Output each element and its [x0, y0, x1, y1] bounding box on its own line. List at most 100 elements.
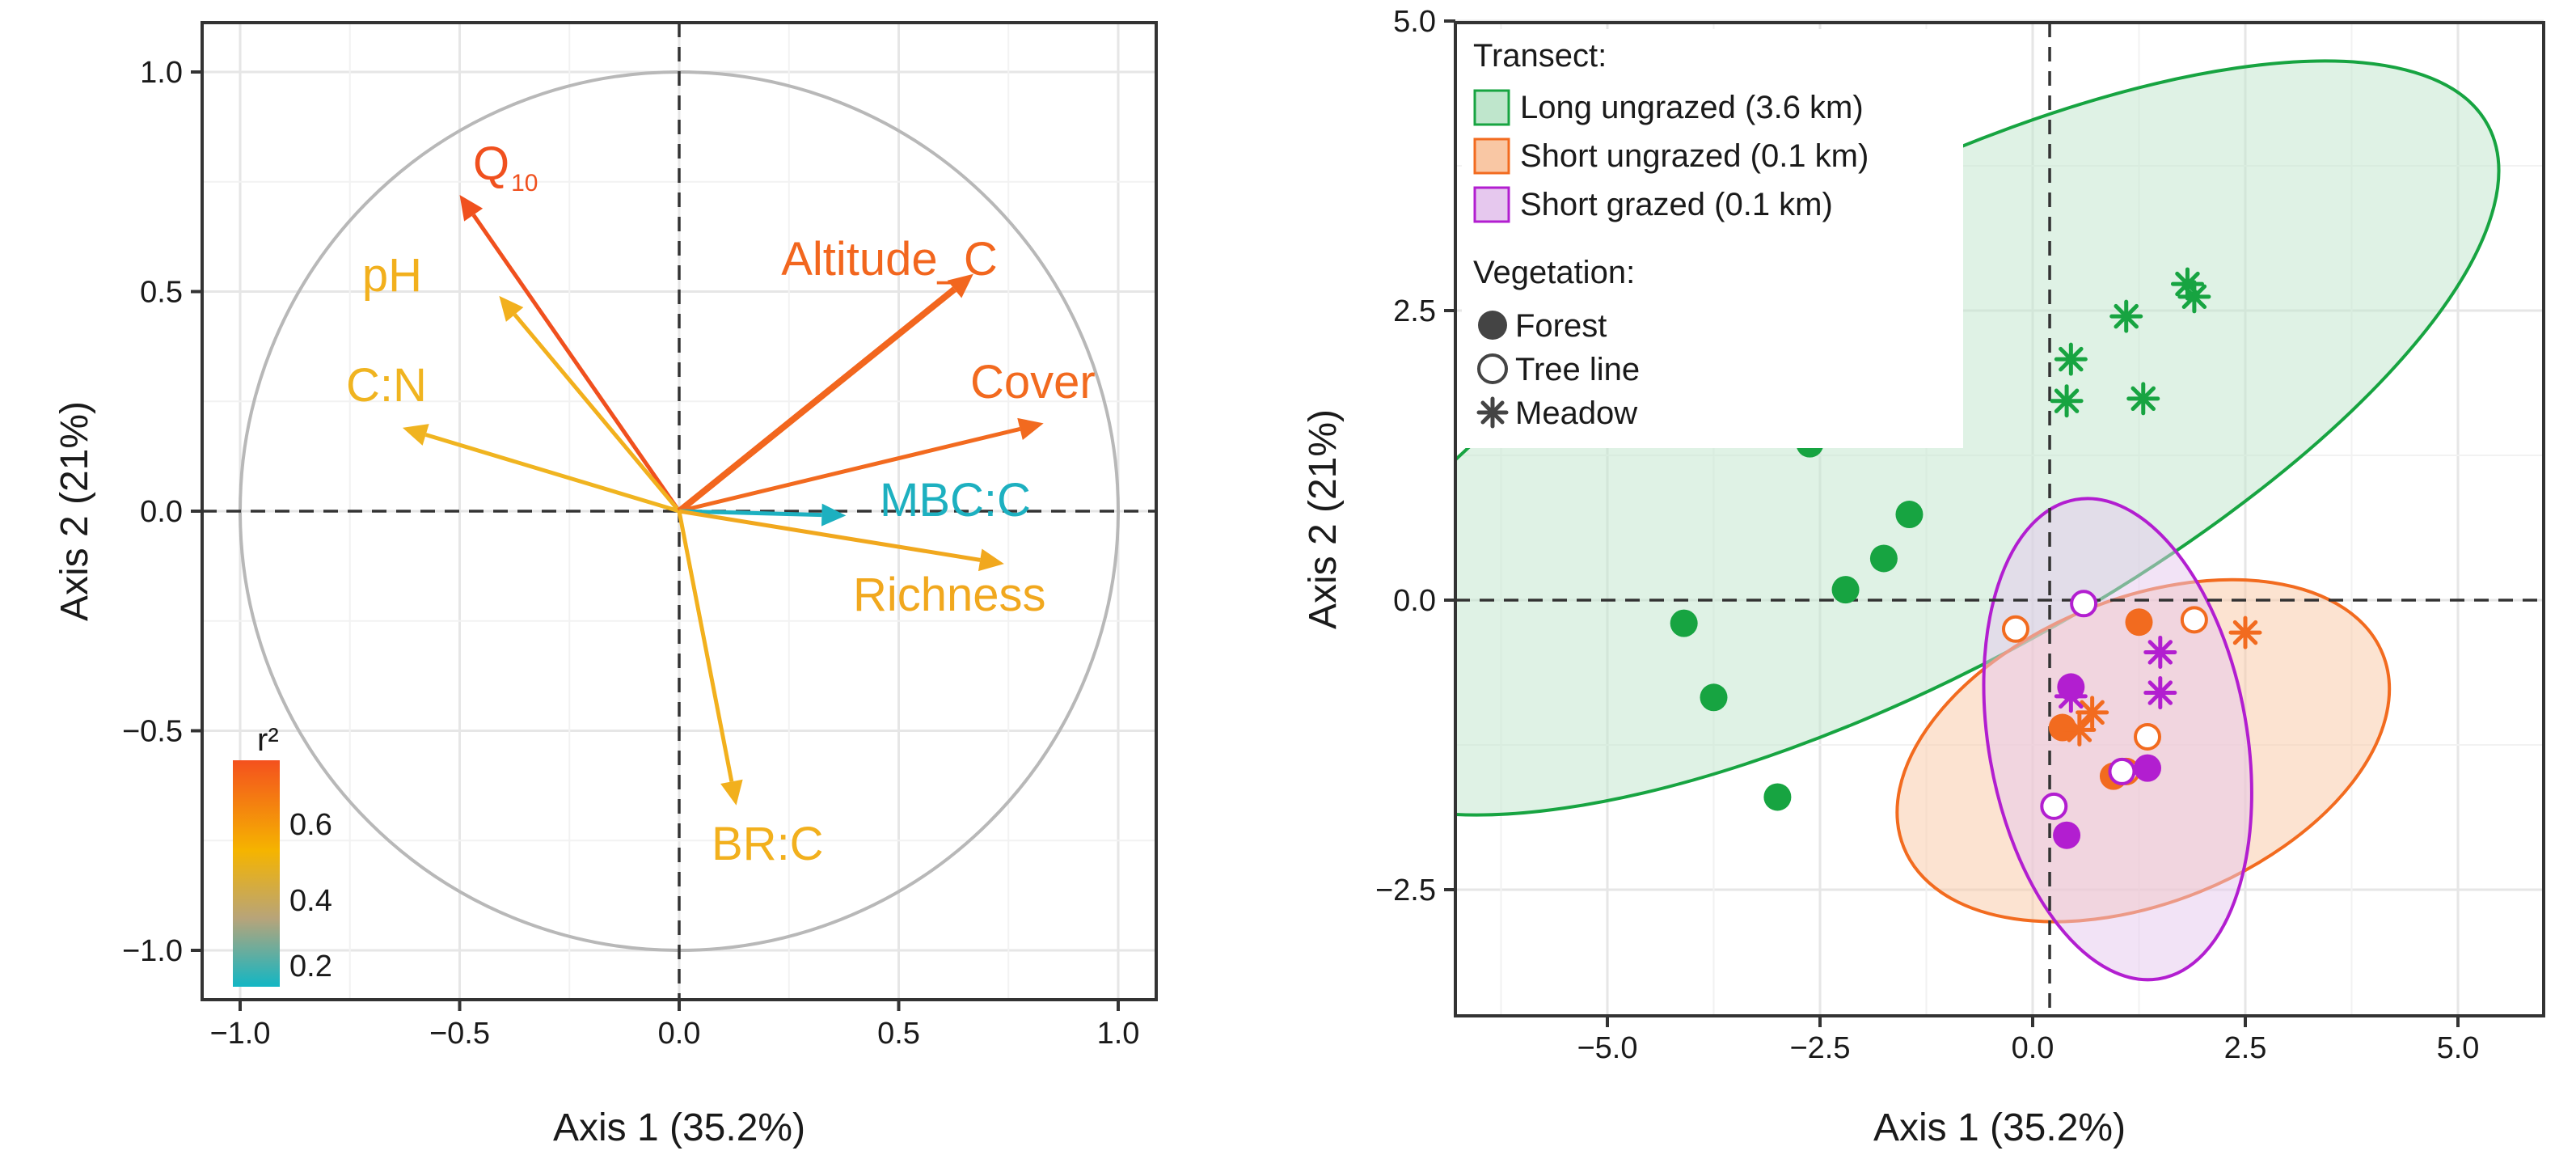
vector-br-c: BR:C — [677, 510, 824, 870]
vector-arrowhead — [821, 503, 847, 527]
vector-shaft — [513, 313, 681, 513]
point-meadow — [2228, 615, 2262, 649]
legend-vegetation-forest: Forest — [1478, 308, 1607, 344]
point-tree-line — [2134, 722, 2162, 751]
asterisk-glyph — [1476, 396, 1509, 429]
asterisk-stroke — [2114, 303, 2139, 329]
x-tick-label: −5.0 — [1577, 1031, 1637, 1065]
point-meadow — [2063, 713, 2097, 747]
vector-shaft — [678, 426, 1021, 514]
legend-label: Short ungrazed (0.1 km) — [1520, 138, 1869, 174]
colorbar-label-0: 0.6 — [289, 808, 332, 842]
colorbar-title: r² — [257, 722, 279, 758]
y-tick-label: 0.5 — [140, 276, 183, 310]
asterisk-stroke — [2059, 683, 2084, 709]
asterisk-stroke — [2054, 388, 2080, 413]
vector-shaft — [678, 509, 822, 518]
vector-arrowhead — [978, 548, 1004, 572]
colorbar-gradient — [233, 760, 280, 987]
point-forest — [1895, 501, 1924, 529]
vector-label: pH — [362, 249, 422, 302]
point-forest — [1670, 609, 1698, 637]
x-tick-label: −1.0 — [209, 1017, 270, 1051]
x-tick-label: −0.5 — [429, 1017, 490, 1051]
legend-transect-title: Transect: — [1473, 38, 1607, 74]
vector-label: C:N — [346, 359, 427, 412]
left-x-axis-label: Axis 1 (35.2%) — [553, 1106, 805, 1149]
legend-transect-short-grazed: Short grazed (0.1 km) — [1473, 186, 1833, 223]
asterisk-stroke — [1480, 400, 1505, 425]
asterisk-stroke — [2175, 271, 2200, 297]
x-tick-label: 0.0 — [2012, 1031, 2054, 1065]
open-circle-icon — [1477, 353, 1508, 384]
legend-swatch — [1473, 137, 1510, 175]
r2-colorbar: r² 0.6 0.4 0.2 — [233, 722, 332, 987]
vector-arrowhead — [947, 273, 973, 298]
vector-c-n: C:N — [346, 359, 680, 514]
legend-transect-short-ungrazed: Short ungrazed (0.1 km) — [1473, 137, 1869, 175]
left-axis-ticks: −1.0 −0.5 0.0 0.5 1.0 1.0 0.5 0.0 −0.5 −1.0 — [122, 56, 1139, 1051]
vector-arrowhead — [1017, 417, 1044, 441]
vector-altitude-c: Altitude_C — [677, 233, 998, 514]
asterisk-stroke — [2080, 700, 2105, 725]
sample-points — [1670, 267, 2262, 849]
asterisk-stroke — [2059, 346, 2084, 372]
vector-arrowhead — [459, 195, 484, 222]
loading-vectors: Q10 pH C:N Altitude_C Cover MBC:C Richness BR:C — [346, 137, 1096, 870]
y-tick-label: −2.5 — [1375, 874, 1436, 907]
point-meadow — [2143, 676, 2177, 710]
point-forest — [1763, 783, 1792, 811]
vector-label: BR:C — [712, 818, 824, 870]
point-forest — [2053, 821, 2081, 849]
vector-label: Richness — [853, 569, 1046, 621]
colorbar-label-2: 0.2 — [289, 950, 332, 984]
point-tree-line — [2108, 757, 2136, 785]
asterisk-stroke — [2067, 717, 2092, 742]
asterisk-stroke — [2232, 620, 2258, 645]
point-forest — [2125, 608, 2153, 637]
y-tick-label: 0.0 — [1393, 584, 1436, 618]
y-tick-label: 2.5 — [1393, 294, 1436, 328]
point-meadow — [2076, 696, 2109, 730]
vector-richness: Richness — [678, 509, 1046, 621]
legend-label: Meadow — [1515, 396, 1637, 431]
point-meadow — [2109, 299, 2143, 333]
x-tick-label: 2.5 — [2224, 1031, 2267, 1065]
legend-transect-long-ungrazed: Long ungrazed (3.6 km) — [1473, 89, 1864, 126]
legend: Transect: Long ungrazed (3.6 km) Short u… — [1462, 29, 1963, 448]
left-y-axis-label: Axis 2 (21%) — [53, 401, 96, 621]
point-tree-line — [2180, 606, 2208, 634]
vector-shaft — [677, 510, 734, 782]
point-meadow — [2126, 382, 2160, 416]
y-tick-label: −1.0 — [122, 934, 183, 968]
asterisk-stroke — [2181, 284, 2207, 310]
right-axis-ticks: −5.0 −2.5 0.0 2.5 5.0 5.0 2.5 0.0 −2.5 — [1375, 5, 2479, 1065]
x-tick-label: 0.0 — [658, 1017, 701, 1051]
y-tick-label: 5.0 — [1393, 5, 1436, 39]
asterisk-stroke — [2130, 386, 2156, 412]
x-tick-label: −2.5 — [1789, 1031, 1850, 1065]
y-tick-label: 1.0 — [140, 56, 183, 90]
point-forest — [1700, 683, 1728, 712]
point-tree-line — [2040, 792, 2068, 820]
filled-circle-icon — [1478, 311, 1507, 340]
x-tick-label: 5.0 — [2437, 1031, 2480, 1065]
vector-arrowhead — [499, 295, 524, 322]
asterisk-stroke — [2147, 640, 2173, 665]
point-meadow — [2054, 342, 2088, 376]
legend-swatch — [1473, 186, 1510, 223]
right-y-axis-label: Axis 2 (21%) — [1302, 409, 1345, 629]
point-meadow — [2177, 280, 2211, 314]
vector-label: MBC:C — [880, 474, 1031, 527]
asterisk-stroke — [2147, 680, 2173, 705]
x-tick-label: 1.0 — [1097, 1017, 1140, 1051]
asterisk-icon — [1476, 396, 1509, 429]
vector-ph: pH — [362, 249, 681, 513]
point-meadow — [2054, 679, 2088, 713]
legend-vegetation-tree-line: Tree line — [1477, 352, 1640, 387]
y-tick-label: −0.5 — [122, 715, 183, 749]
vector-shaft — [678, 509, 981, 562]
y-tick-label: 0.0 — [140, 495, 183, 529]
vector-arrowhead — [402, 424, 429, 446]
vector-arrowhead — [720, 779, 743, 806]
